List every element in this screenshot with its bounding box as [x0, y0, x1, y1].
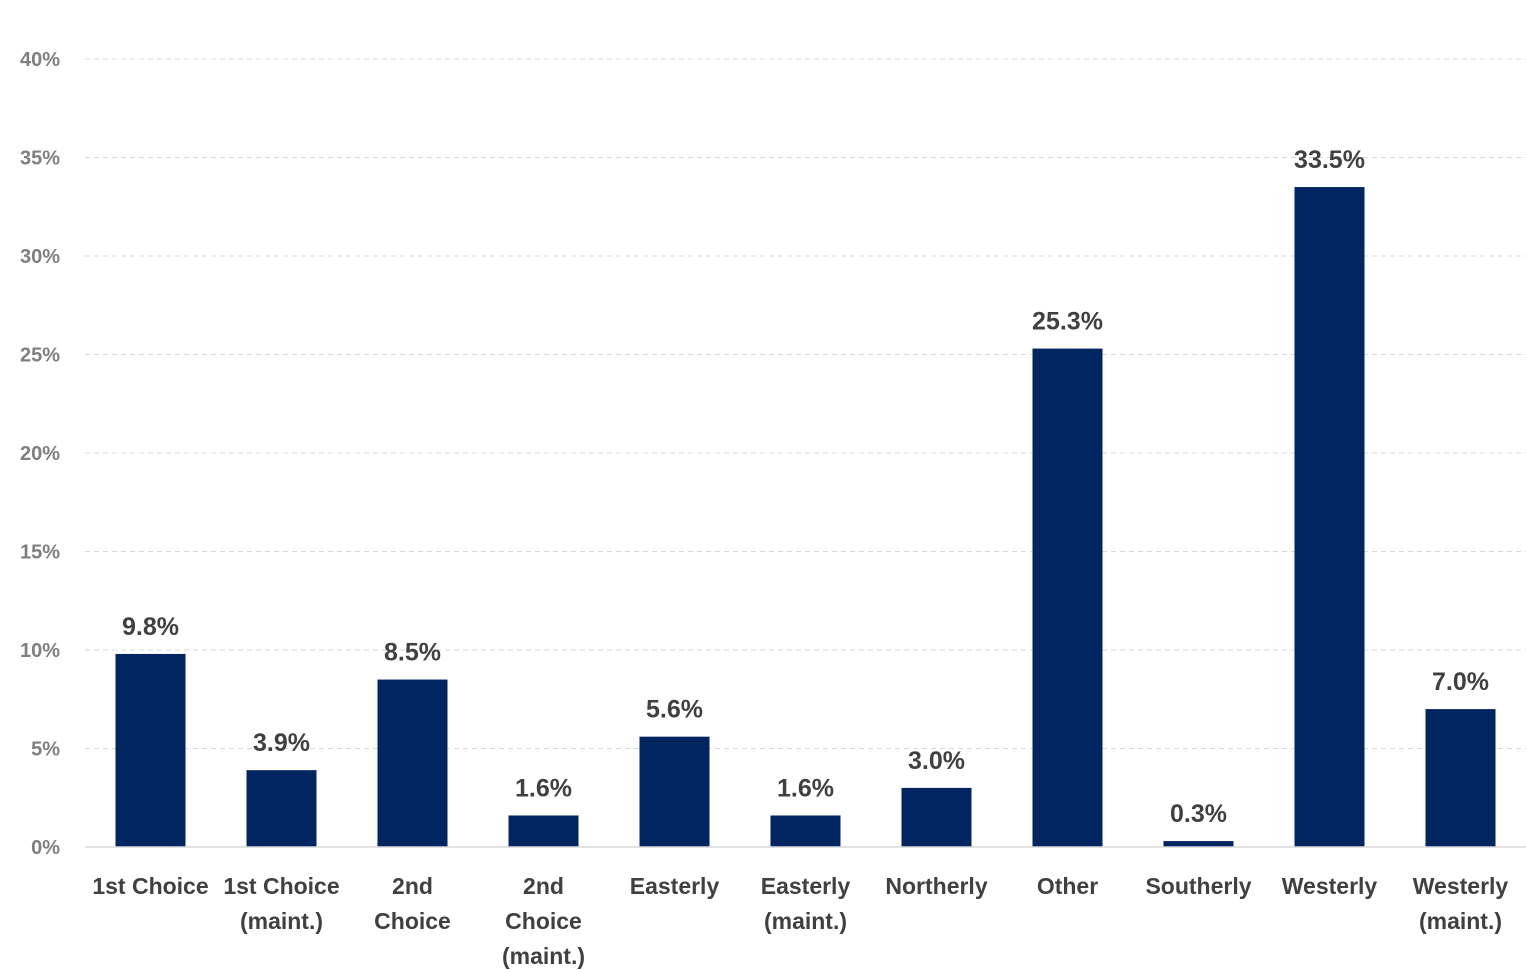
- data-label: 7.0%: [1432, 668, 1489, 696]
- x-tick-label-line: Easterly: [630, 873, 720, 899]
- bars: [115, 187, 1496, 848]
- data-label: 1.6%: [777, 774, 834, 802]
- bar: [639, 736, 710, 847]
- bar: [1163, 841, 1234, 847]
- y-tick-label: 5%: [31, 739, 60, 761]
- data-label: 25.3%: [1032, 308, 1103, 336]
- x-tick-label-line: Westerly: [1413, 873, 1509, 899]
- bar: [1294, 187, 1365, 848]
- data-label: 1.6%: [515, 774, 572, 802]
- x-tick-label: Westerly (maint.): [1413, 873, 1509, 934]
- y-tick-label: 15%: [20, 542, 60, 564]
- y-tick-label: 20%: [20, 443, 60, 465]
- x-tick-label: Southerly: [1145, 873, 1251, 899]
- y-tick-label: 40%: [20, 49, 60, 71]
- x-tick-label-line: Northerly: [885, 873, 987, 899]
- x-tick-label: 1st Choice (maint.): [223, 873, 339, 934]
- x-tick-label-line: 2nd: [523, 873, 564, 899]
- y-tick-label: 30%: [20, 246, 60, 268]
- y-tick-label: 10%: [20, 640, 60, 662]
- x-tick-label-line: (maint.): [1419, 908, 1502, 934]
- data-label: 5.6%: [646, 696, 703, 724]
- data-label: 8.5%: [384, 639, 441, 667]
- x-tick-label-line: Choice: [505, 908, 582, 934]
- bar: [1425, 709, 1496, 847]
- bar: [508, 815, 579, 847]
- x-tick-label: Northerly: [885, 873, 987, 899]
- bar: [1032, 348, 1103, 847]
- x-tick-label: Westerly: [1282, 873, 1378, 899]
- x-tick-label-line: (maint.): [764, 908, 847, 934]
- x-tick-label: 1st Choice: [92, 873, 208, 899]
- y-tick-label: 35%: [20, 148, 60, 170]
- x-tick-label: Easterly (maint.): [761, 873, 851, 934]
- x-tick-label-line: Westerly: [1282, 873, 1378, 899]
- x-tick-label-line: 1st Choice: [223, 873, 339, 899]
- x-tick-label: 2nd Choice: [374, 873, 451, 934]
- x-axis-ticks: 1st Choice 1st Choice (maint.)2nd Choice2nd…: [92, 873, 1508, 969]
- x-tick-label-line: 1st Choice: [92, 873, 208, 899]
- data-label: 0.3%: [1170, 800, 1227, 828]
- x-tick-label: Other: [1037, 873, 1098, 899]
- bar: [770, 815, 841, 847]
- x-tick-label-line: 2nd: [392, 873, 433, 899]
- gridlines: [85, 58, 1526, 749]
- x-tick-label-line: (maint.): [502, 943, 585, 969]
- data-label: 33.5%: [1294, 146, 1365, 174]
- bar: [901, 787, 972, 847]
- data-label: 3.9%: [253, 729, 310, 757]
- bar: [377, 679, 448, 847]
- data-labels: 9.8% 3.9% 8.5% 1.6% 5.6% 1.6% 3.0% 25.3% 0.3% 33.…: [122, 146, 1489, 828]
- y-axis-ticks: 0% 5% 10% 15% 20% 25% 30% 35% 40%: [20, 49, 60, 859]
- data-label: 9.8%: [122, 613, 179, 641]
- x-tick-label: Easterly: [630, 873, 720, 899]
- y-tick-label: 25%: [20, 345, 60, 367]
- x-tick-label-line: Southerly: [1145, 873, 1251, 899]
- x-tick-label-line: Other: [1037, 873, 1098, 899]
- x-tick-label: 2nd Choice (maint.): [502, 873, 585, 969]
- data-label: 3.0%: [908, 747, 965, 775]
- bar: [115, 653, 186, 847]
- x-tick-label-line: Easterly: [761, 873, 851, 899]
- x-tick-label-line: Choice: [374, 908, 451, 934]
- x-tick-label-line: (maint.): [240, 908, 323, 934]
- bar: [246, 770, 317, 847]
- y-tick-label: 0%: [31, 837, 60, 859]
